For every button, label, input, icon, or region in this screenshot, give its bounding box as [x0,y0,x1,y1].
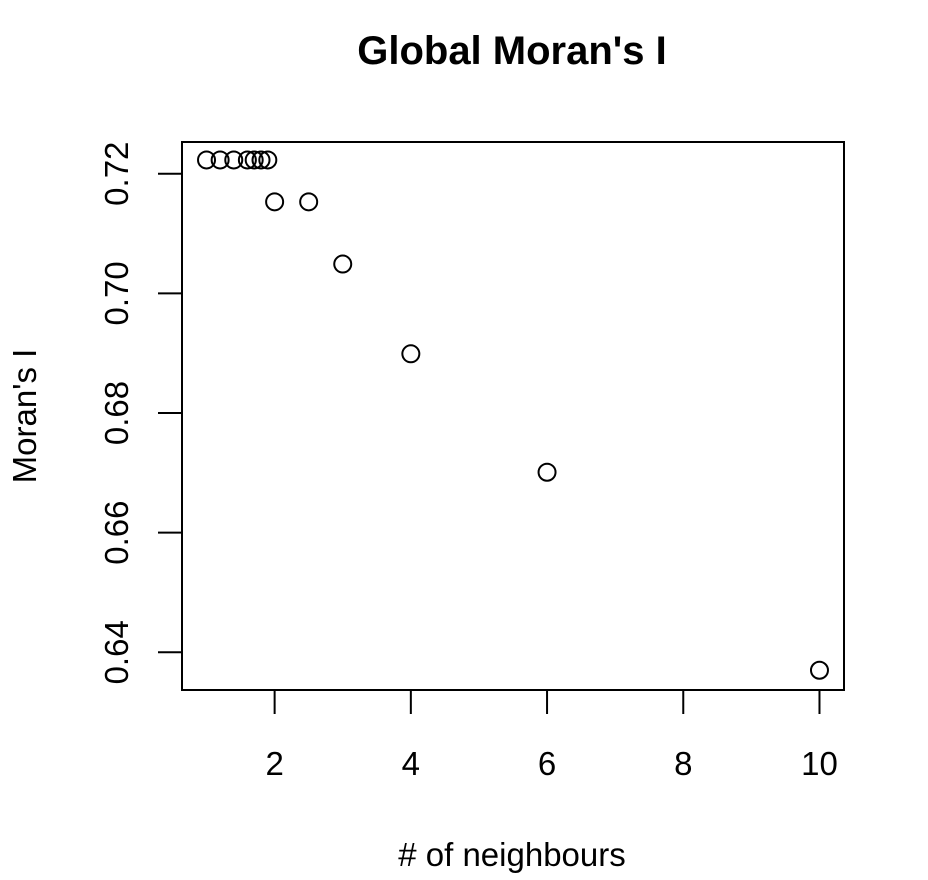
data-point [210,150,230,170]
y-axis: 0.64 0.66 0.68 0.70 0.72 [98,142,183,684]
x-tick-label: 2 [265,745,283,782]
data-point [299,192,319,212]
y-tick-label: 0.64 [98,620,135,684]
x-tick-label: 10 [801,745,838,782]
y-tick-label: 0.66 [98,501,135,565]
data-point [537,462,557,482]
x-tick-label: 4 [402,745,420,782]
y-tick-label: 0.70 [98,261,135,325]
data-point [224,150,244,170]
data-point [265,192,285,212]
data-point [237,150,257,170]
y-axis-label: Moran's I [6,349,43,484]
data-point [244,150,264,170]
x-tick-label: 6 [538,745,556,782]
x-axis: 2 4 6 8 10 [265,689,838,782]
data-point [258,150,278,170]
data-points [197,150,829,680]
data-point [197,150,217,170]
y-tick-label: 0.68 [98,381,135,445]
chart-title: Global Moran's I [357,29,667,73]
plot-frame [181,141,845,691]
data-point [809,660,829,680]
data-point [333,254,353,274]
data-point [251,150,271,170]
y-tick-label: 0.72 [98,142,135,206]
x-axis-label: # of neighbours [398,836,626,873]
x-tick-label: 8 [674,745,692,782]
data-point [401,344,421,364]
